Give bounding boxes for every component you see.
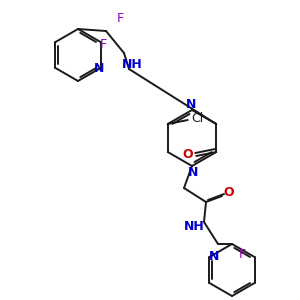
Text: F: F: [239, 248, 246, 262]
Text: Cl: Cl: [192, 112, 204, 125]
Text: O: O: [224, 185, 234, 199]
Text: F: F: [116, 11, 124, 25]
Text: N: N: [188, 166, 198, 178]
Text: NH: NH: [184, 220, 204, 233]
Text: F: F: [99, 38, 106, 52]
Text: O: O: [182, 148, 193, 161]
Text: NH: NH: [122, 58, 142, 71]
Text: N: N: [94, 61, 105, 74]
Text: N: N: [209, 250, 220, 262]
Text: N: N: [186, 98, 196, 110]
